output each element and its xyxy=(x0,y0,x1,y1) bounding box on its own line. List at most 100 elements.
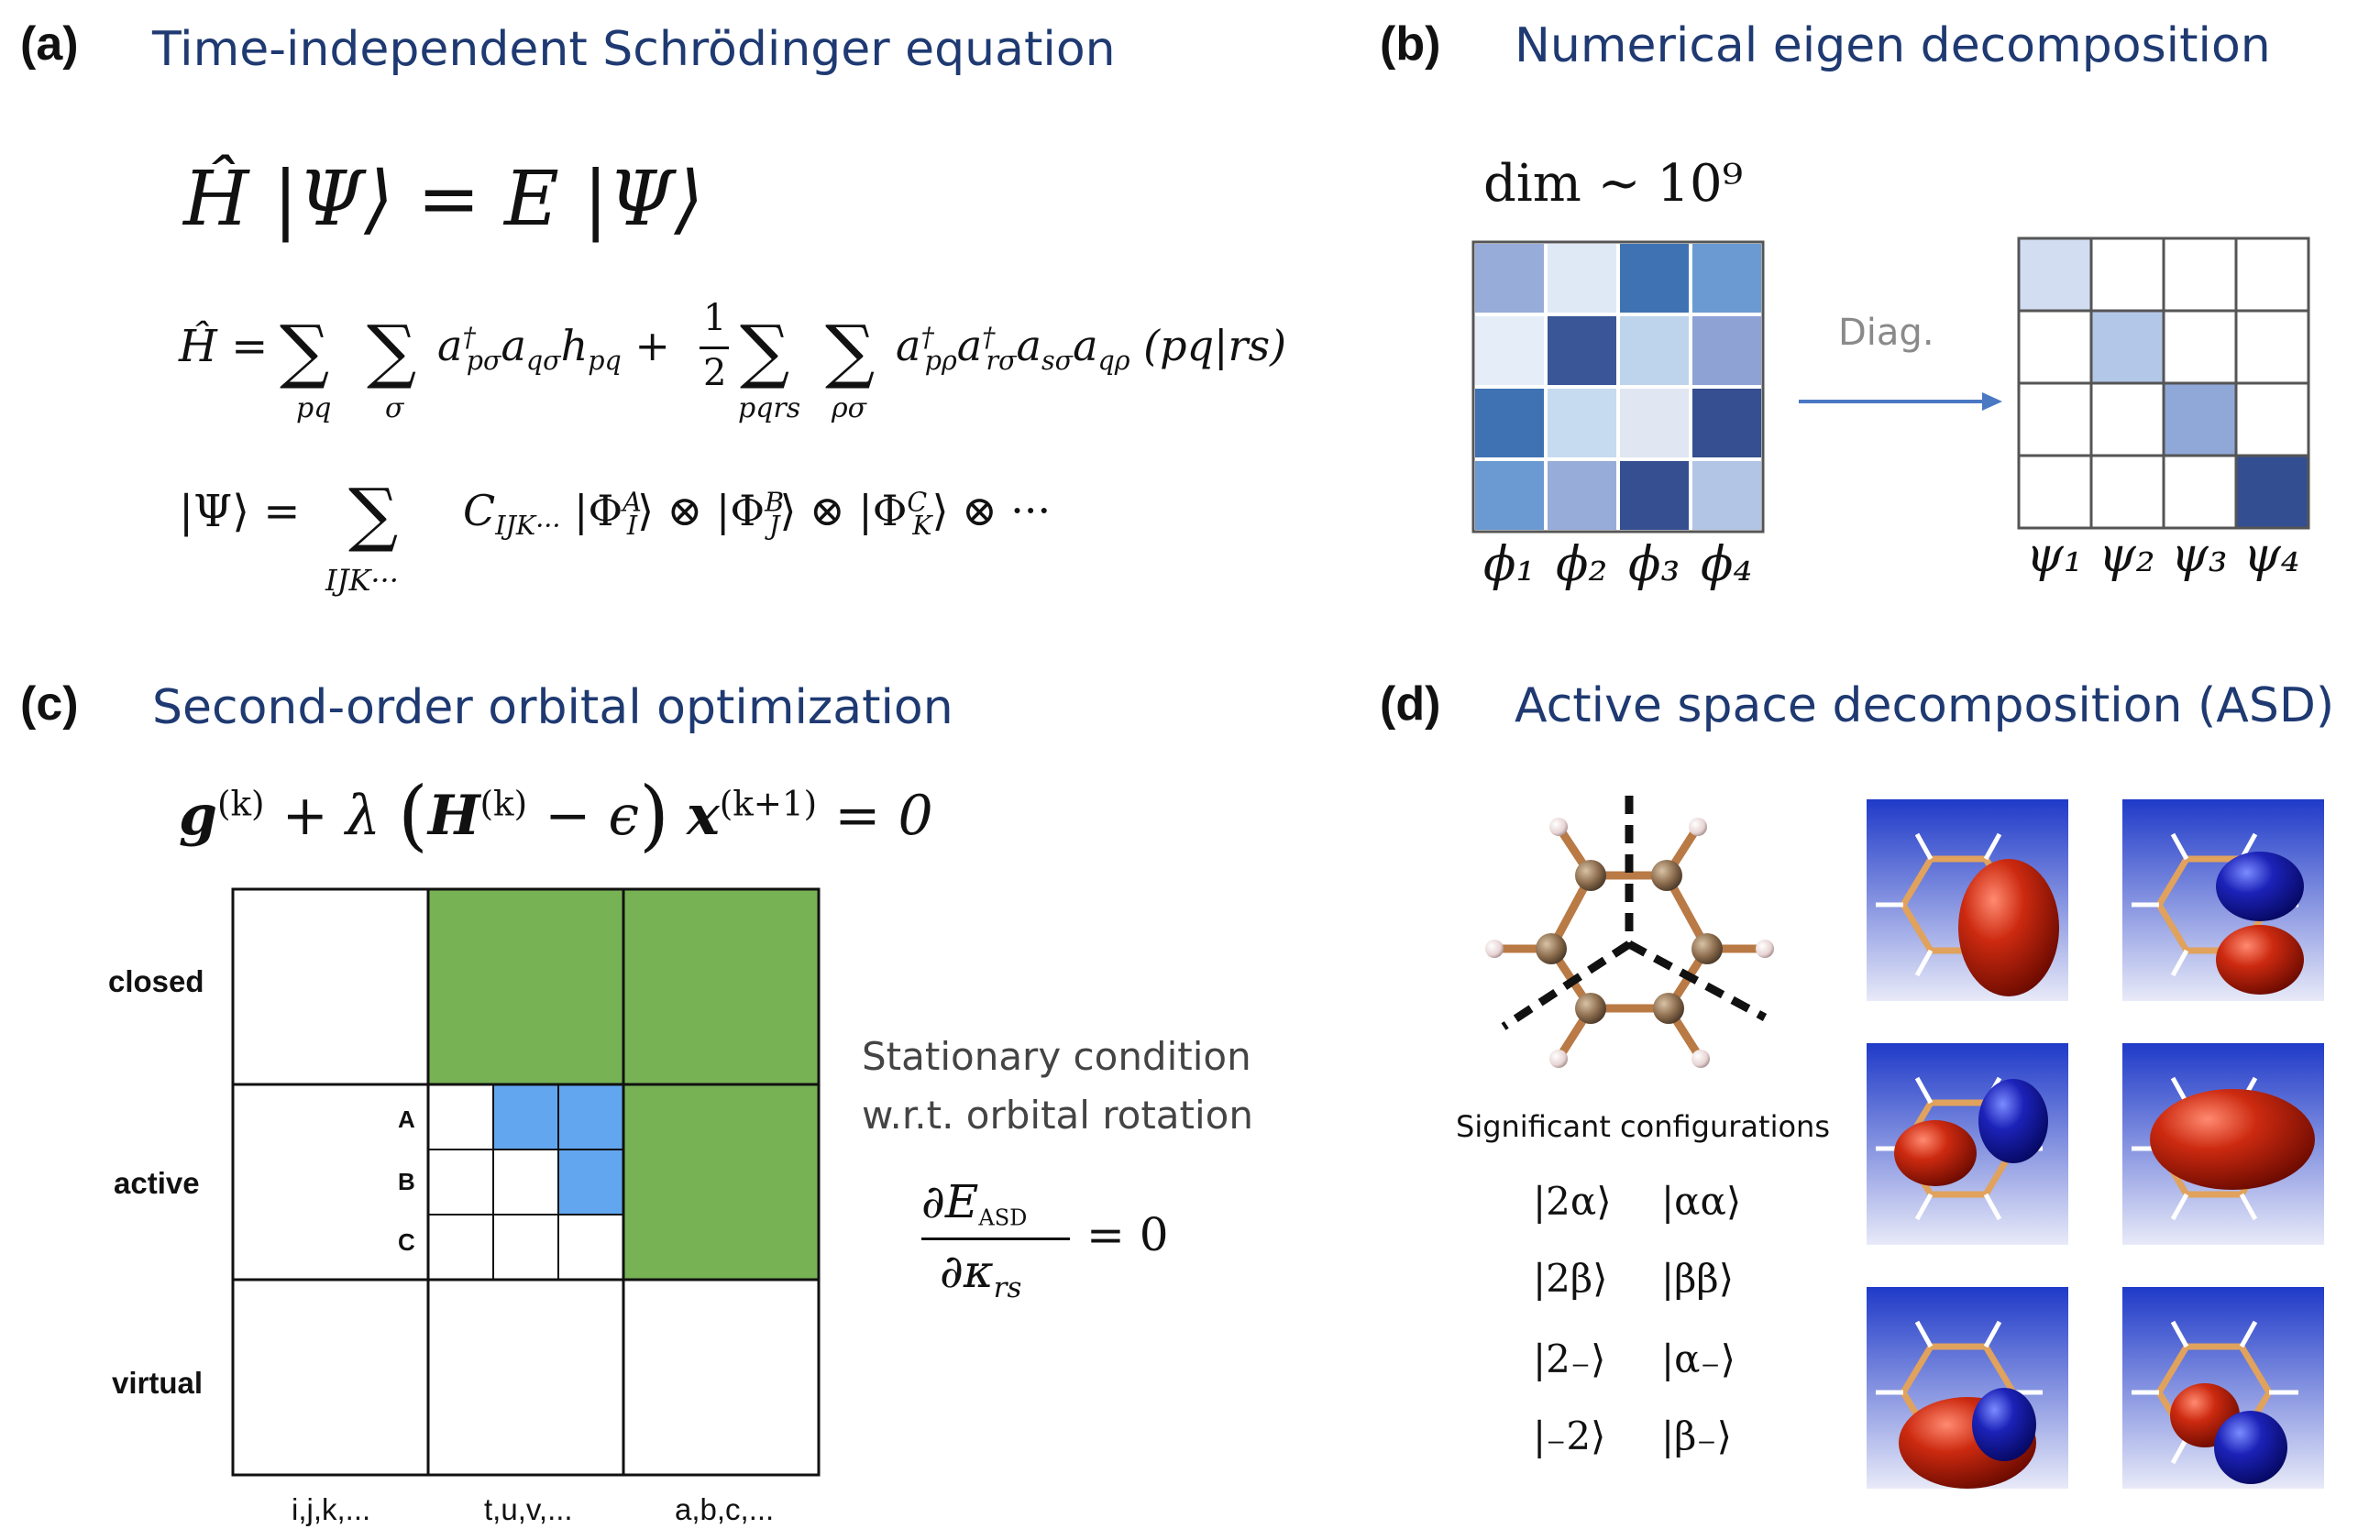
two-body-term: a†pρa†rσasσaqρ (pq|rs) xyxy=(896,321,1287,376)
zero-cell xyxy=(2017,309,2093,385)
benzene-molecule xyxy=(1485,796,1774,1068)
sum-symbol: ∑ xyxy=(367,310,417,391)
condition-line1: Stationary condition xyxy=(862,1034,1251,1079)
panel-c-label: (c) xyxy=(20,677,79,731)
phi-label-2: ϕ₂ xyxy=(1556,537,1608,592)
one-body-term: a†pσaqσhpq + xyxy=(437,321,670,376)
zero-cell xyxy=(2017,381,2093,457)
sum-symbol: ∑ xyxy=(740,310,790,391)
zero-cell xyxy=(2089,236,2165,313)
psi-label-2: ψ₂ xyxy=(2099,528,2155,583)
sub-label-a: A xyxy=(398,1106,415,1133)
sum-symbol: ∑ xyxy=(825,310,876,391)
matrix-cell xyxy=(1544,240,1620,316)
diag-arrow xyxy=(1799,392,2002,411)
panel-c-title: Second-order orbital optimization xyxy=(152,680,953,735)
sum-index: σ xyxy=(385,392,404,424)
newton-equation: g(k) + λ (H(k) − ϵ) x(k+1) = 0 xyxy=(179,770,933,860)
col-label-active: t,u,v,... xyxy=(484,1492,573,1526)
sum-symbol: ∑ xyxy=(280,310,330,391)
orbital-image-6 xyxy=(2122,1287,2324,1489)
panel-b-label: (b) xyxy=(1380,17,1441,71)
eigenvalue-cell xyxy=(2162,381,2238,457)
eigenvalue-cell xyxy=(2017,236,2093,313)
orbital-image-2 xyxy=(2122,799,2324,1001)
panel-d-label: (d) xyxy=(1380,677,1441,731)
zero-cell xyxy=(2089,454,2165,530)
zero-cell xyxy=(2234,236,2310,313)
matrix-cell xyxy=(1689,385,1765,461)
row-label-virtual: virtual xyxy=(112,1366,204,1400)
config-alpha-alpha: |αα⟩ xyxy=(1661,1179,1742,1224)
zero-cell xyxy=(2017,454,2093,530)
phi-label-1: ϕ₁ xyxy=(1483,537,1536,592)
psi-label-3: ψ₃ xyxy=(2171,528,2228,583)
wavefunction-lhs: |Ψ⟩ = xyxy=(179,486,301,537)
col-label-virtual: a,b,c,... xyxy=(675,1492,775,1526)
config-2alpha: |2α⟩ xyxy=(1533,1179,1612,1224)
eigenvalue-cell xyxy=(2089,309,2165,385)
matrix-cell xyxy=(1616,385,1692,461)
fraction-bar xyxy=(700,346,729,349)
condition-line2: w.r.t. orbital rotation xyxy=(862,1093,1253,1138)
sum-index: ρσ xyxy=(832,392,867,424)
diag-arrow-label: Diag. xyxy=(1838,312,1934,354)
panel-d-title: Active space decomposition (ASD) xyxy=(1515,678,2335,733)
orbital-rotation-matrix xyxy=(231,887,821,1477)
orbital-image-1 xyxy=(1867,799,2068,1001)
significant-configurations-label: Significant configurations xyxy=(1456,1109,1830,1144)
panel-a-label: (a) xyxy=(20,17,79,71)
stationary-condition-equation: ∂EASD ∂κrs = 0 xyxy=(921,1175,1169,1304)
matrix-cell xyxy=(1616,457,1692,534)
config-2beta: |2β⟩ xyxy=(1533,1256,1608,1301)
matrix-cell xyxy=(1544,385,1620,461)
orbital-image-3 xyxy=(1867,1043,2068,1245)
hamiltonian-lhs: Ĥ = xyxy=(179,321,269,372)
half-numerator: 1 xyxy=(703,297,727,339)
config-minus2: |₋2⟩ xyxy=(1533,1414,1606,1458)
half-denominator: 2 xyxy=(703,352,727,394)
active-bc-block xyxy=(558,1150,623,1215)
panel-b-title: Numerical eigen decomposition xyxy=(1515,18,2271,73)
sum-index: pq xyxy=(296,392,332,424)
matrix-cell xyxy=(1616,240,1692,316)
row-label-closed: closed xyxy=(108,964,204,998)
sum-symbol: ∑ xyxy=(348,473,399,555)
sum-index: IJK··· xyxy=(325,563,399,598)
config-2minus: |2₋⟩ xyxy=(1533,1336,1606,1381)
hamiltonian-equation: Ĥ = ∑ pq ∑ σ a†pσaqσhpq + 1 2 ∑ pqrs ∑ ρ… xyxy=(179,297,1325,442)
matrix-cell xyxy=(1471,313,1548,389)
active-virtual-block xyxy=(623,1084,819,1280)
wavefunction-equation: |Ψ⟩ = ∑ IJK··· CIJK··· |ΦAI⟩ ⊗ |ΦBJ⟩ ⊗ |… xyxy=(179,473,1325,605)
active-ac-block xyxy=(558,1084,623,1150)
matrix-cell xyxy=(1616,313,1692,389)
active-ab-block xyxy=(493,1084,558,1150)
config-beta-minus: |β₋⟩ xyxy=(1661,1414,1732,1458)
matrix-cell xyxy=(1471,457,1548,534)
matrix-cell xyxy=(1544,313,1620,389)
config-beta-beta: |ββ⟩ xyxy=(1661,1256,1735,1301)
zero-cell xyxy=(2089,381,2165,457)
orbital-image-5 xyxy=(1867,1287,2068,1489)
orbital-image-4 xyxy=(2122,1043,2324,1245)
zero-cell xyxy=(2162,454,2238,530)
ci-expansion: CIJK··· |ΦAI⟩ ⊗ |ΦBJ⟩ ⊗ |ΦCK⟩ ⊗ ··· xyxy=(463,486,1052,541)
matrix-cell xyxy=(1689,240,1765,316)
config-alpha-minus: |α₋⟩ xyxy=(1661,1336,1736,1381)
zero-cell xyxy=(2234,309,2310,385)
diagonal-matrix xyxy=(2017,236,2310,530)
phi-label-4: ϕ₄ xyxy=(1701,537,1753,592)
zero-cell xyxy=(2162,236,2238,313)
matrix-cell xyxy=(1689,457,1765,534)
schrodinger-equation: Ĥ |Ψ⟩ = E |Ψ⟩ xyxy=(183,156,704,243)
sub-label-b: B xyxy=(398,1168,415,1195)
eigenvalue-cell xyxy=(2234,454,2310,530)
zero-cell xyxy=(2162,309,2238,385)
panel-a-title: Time-independent Schrödinger equation xyxy=(152,22,1116,77)
psi-label-4: ψ₄ xyxy=(2243,528,2300,583)
phi-label-3: ϕ₃ xyxy=(1628,537,1680,592)
matrix-cell xyxy=(1689,313,1765,389)
col-label-closed: i,j,k,... xyxy=(292,1492,371,1526)
dimension-label: dim ~ 10⁹ xyxy=(1483,154,1744,214)
matrix-cell xyxy=(1544,457,1620,534)
